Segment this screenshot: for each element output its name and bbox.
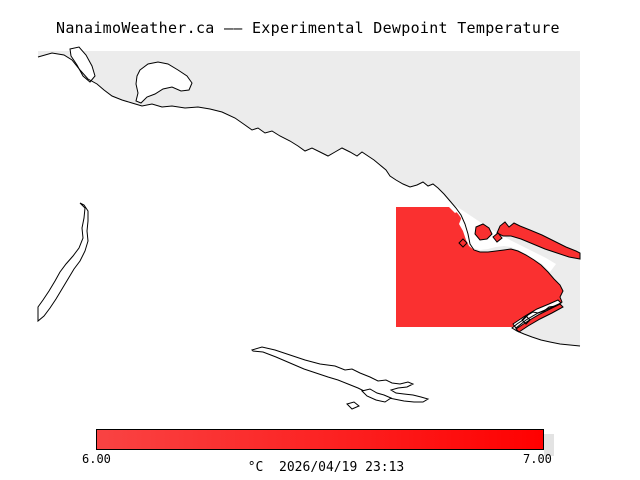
islet-a: [361, 388, 393, 403]
sliver-island-sw: [37, 202, 89, 323]
data-island-long: [496, 221, 581, 260]
station-marker: [521, 315, 531, 325]
lake: [135, 61, 193, 104]
inlet-west: [69, 46, 96, 83]
long-island-south: [251, 346, 430, 403]
land-main: [38, 51, 580, 346]
harbour-water: [454, 206, 556, 272]
data-region-main: [396, 207, 563, 327]
colorbar-min-label: 6.00: [82, 452, 111, 466]
colorbar-gradient: [96, 429, 544, 450]
coastline: [37, 52, 581, 347]
harbour-islet-a: [474, 223, 493, 241]
islet-b: [346, 401, 360, 410]
colorbar-shadow: [544, 434, 554, 456]
colorbar-max-label: 7.00: [523, 452, 552, 466]
page-title: NanaimoWeather.ca —— Experimental Dewpoi…: [56, 19, 560, 37]
station-marker: [458, 238, 468, 248]
data-strip-south: [515, 303, 564, 333]
colorbar-caption: °C 2026/04/19 23:13: [247, 460, 405, 475]
harbour-islet-b: [492, 232, 503, 243]
